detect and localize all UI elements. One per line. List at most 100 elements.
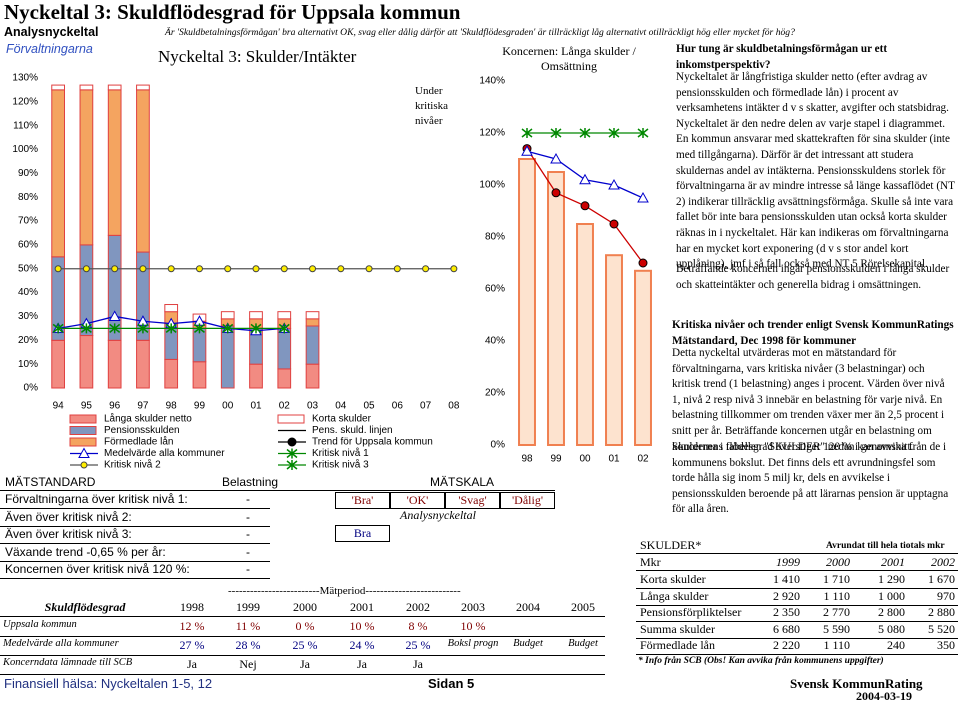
x-tick-label: 02: [279, 401, 291, 412]
marker: [550, 128, 562, 138]
cell: 10 %: [460, 619, 486, 633]
footer: 2004-03-19: [856, 689, 912, 703]
bar-segment: [547, 171, 565, 446]
heading: MÄTSKALA: [430, 475, 495, 489]
cell: Förvaltningarna över kritisk nivå 1:: [5, 492, 188, 506]
bar-segment: [249, 363, 263, 389]
y-tick-label: 100%: [479, 180, 505, 191]
marker: [608, 128, 620, 138]
x-tick-label: 01: [608, 454, 620, 465]
x-tick-label: 03: [307, 401, 319, 412]
legend-swatch: [69, 426, 97, 435]
cell: 350: [937, 638, 955, 652]
marker: [52, 323, 64, 334]
marker: [139, 265, 147, 273]
bar-segment: [136, 339, 150, 389]
rule: [636, 654, 958, 655]
x-tick-label: 98: [521, 454, 533, 465]
label: Analysnyckeltal: [4, 25, 99, 39]
cell: Ja: [357, 657, 367, 671]
y-tick-label: 0%: [24, 383, 39, 394]
cell: 2 220: [773, 638, 800, 652]
y-tick-label: 0%: [491, 440, 506, 451]
annotation: Under kritiska nivåer: [415, 85, 448, 127]
column-header: 2002: [931, 555, 955, 569]
column-header: 2005: [571, 600, 595, 614]
x-tick-label: 07: [420, 401, 432, 412]
cell: Uppsala kommun: [3, 619, 77, 630]
rule: [0, 674, 605, 675]
paragraph: Skulderna i tabellen "SKULDER" nedan kan…: [672, 441, 949, 516]
cell: 28 %: [235, 638, 261, 652]
legend-swatch: [277, 414, 305, 424]
cell: -: [246, 544, 250, 559]
marker: [80, 461, 88, 469]
bar-segment: [79, 335, 94, 389]
y-tick-label: 120%: [12, 96, 38, 107]
footer: Finansiell hälsa: Nyckeltalen 1-5, 12: [4, 676, 213, 691]
bar-segment: [51, 89, 65, 258]
chart-title: Nyckeltal 3: Skulder/Intäkter: [158, 47, 357, 66]
cell: 1 710: [823, 572, 850, 586]
y-tick-label: 60%: [485, 284, 505, 295]
cell: -: [246, 509, 250, 524]
legend-label: Kritisk nivå 1: [312, 447, 369, 459]
marker: [280, 265, 288, 273]
note: * Info från SCB (Obs! Kan avvika från ko…: [638, 656, 884, 666]
x-tick-label: 00: [579, 454, 591, 465]
rule: [636, 570, 958, 571]
cell: Koncerndata lämnade till SCB: [3, 657, 133, 668]
cell: 12 %: [179, 619, 205, 633]
marker: [286, 448, 298, 459]
cell: 1 290: [878, 572, 905, 586]
column-header: 2002: [406, 600, 430, 614]
x-tick-label: 95: [81, 401, 93, 412]
y-tick-label: 100%: [12, 144, 38, 155]
column-header: 1998: [180, 600, 204, 614]
cell: 1 110: [823, 588, 850, 603]
bar-segment: [277, 327, 292, 370]
bar-segment: [164, 304, 179, 313]
rule: [0, 578, 270, 579]
cell: 5 520: [928, 621, 955, 636]
y-tick-label: 20%: [18, 335, 38, 346]
cell: Växande trend -0,65 % per år:: [5, 544, 166, 559]
footer: Svensk KommunRating: [790, 676, 923, 691]
bar-segment: [192, 361, 207, 389]
x-tick-label: 01: [250, 401, 262, 412]
rule: [636, 637, 958, 639]
y-tick-label: 80%: [18, 192, 38, 203]
x-tick-label: 04: [335, 401, 347, 412]
x-tick-label: 98: [166, 401, 178, 412]
chart-title: Koncernen: Långa skulder / Omsättning: [502, 44, 636, 73]
legend-label: Förmedlade lån: [104, 436, 173, 448]
marker: [365, 265, 373, 273]
x-tick-label: 97: [137, 401, 149, 412]
marker: [111, 265, 119, 273]
cell: Koncernen över kritisk nivå 120 %:: [5, 562, 190, 576]
y-tick-label: 140%: [479, 76, 505, 87]
cell: 1 670: [928, 572, 955, 586]
table-subtitle: Avrundat till hela tiotals mkr: [826, 541, 945, 551]
marker: [550, 152, 562, 164]
cell: Boksl progn: [447, 638, 499, 649]
column-header: 2004: [516, 600, 540, 614]
bar-segment: [107, 84, 122, 91]
marker: [579, 173, 591, 185]
column-header: Mkr: [640, 555, 661, 569]
cell: Medelvärde alla kommuner: [3, 638, 119, 649]
column-header: 2000: [293, 600, 317, 614]
cell: Budget: [568, 638, 598, 649]
legend-label: Långa skulder netto: [104, 413, 192, 425]
bar-segment: [277, 311, 292, 320]
cell: 2 350: [773, 605, 800, 619]
cell: Budget: [513, 638, 543, 649]
rule: [0, 655, 605, 656]
cell: Pensionsförpliktelser: [640, 605, 742, 619]
question: Är 'Skuldbetalningsförmågan' bra alterna…: [165, 27, 795, 38]
y-tick-label: 70%: [18, 216, 38, 227]
marker: [195, 265, 203, 273]
rule: [0, 508, 270, 509]
marker: [250, 323, 262, 334]
